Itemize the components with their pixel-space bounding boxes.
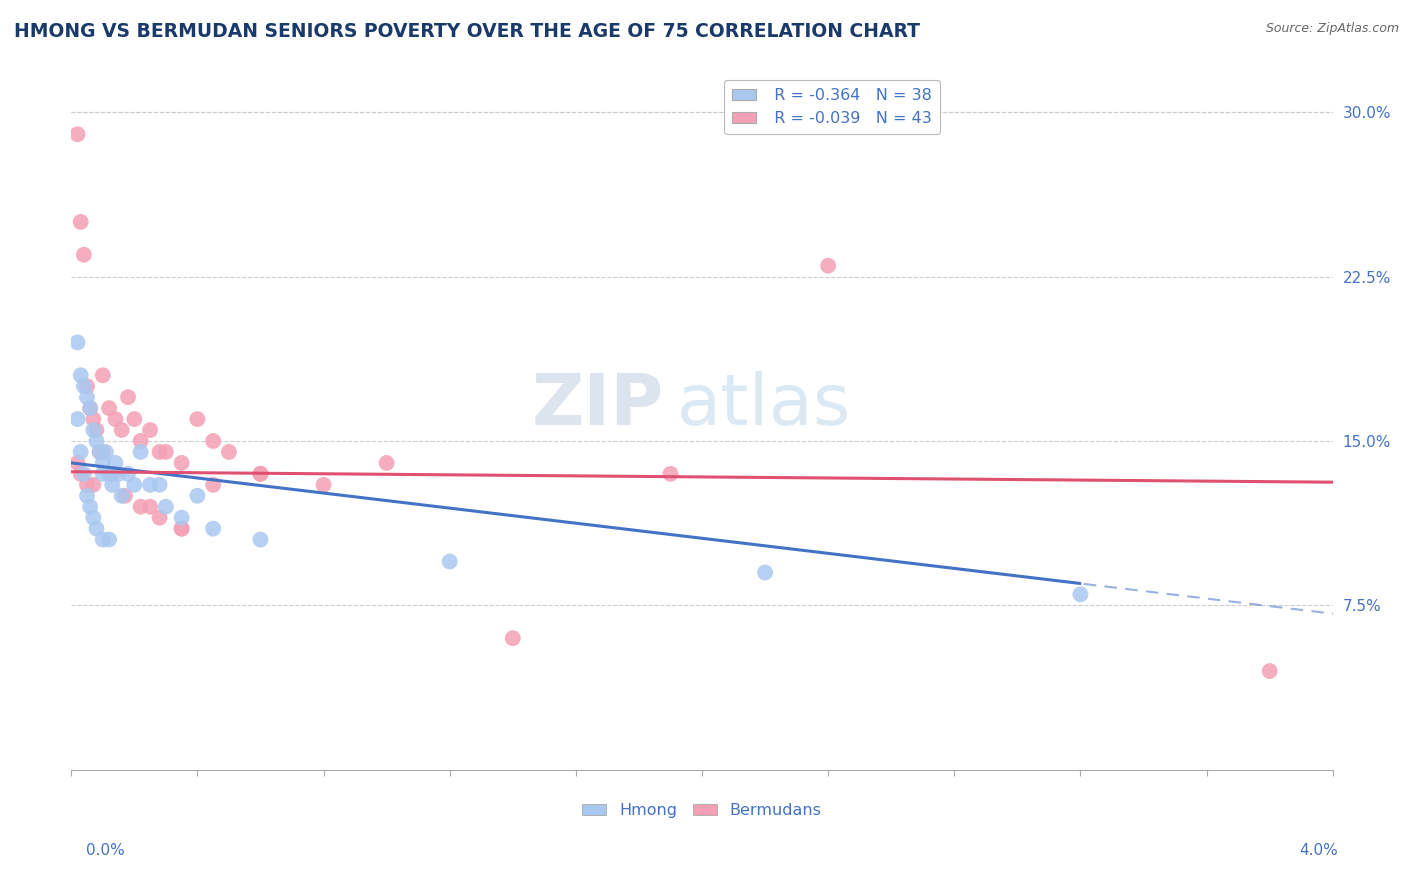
Point bbox=[129, 500, 152, 514]
Point bbox=[94, 445, 117, 459]
Point bbox=[170, 510, 193, 524]
Point bbox=[79, 500, 101, 514]
Point bbox=[76, 478, 98, 492]
Point bbox=[148, 510, 170, 524]
Point bbox=[101, 478, 124, 492]
Point bbox=[817, 259, 839, 273]
Point bbox=[91, 368, 114, 383]
Point bbox=[111, 423, 134, 437]
Text: HMONG VS BERMUDAN SENIORS POVERTY OVER THE AGE OF 75 CORRELATION CHART: HMONG VS BERMUDAN SENIORS POVERTY OVER T… bbox=[14, 22, 920, 41]
Point bbox=[91, 456, 114, 470]
Point bbox=[1258, 664, 1281, 678]
Point bbox=[82, 478, 104, 492]
Point bbox=[170, 522, 193, 536]
Point bbox=[202, 522, 225, 536]
Text: 0.0%: 0.0% bbox=[86, 843, 125, 858]
Point bbox=[186, 489, 208, 503]
Point bbox=[101, 467, 124, 481]
Point bbox=[69, 467, 91, 481]
Point bbox=[124, 412, 146, 426]
Point bbox=[82, 510, 104, 524]
Point bbox=[66, 412, 89, 426]
Point bbox=[117, 467, 139, 481]
Point bbox=[66, 335, 89, 350]
Text: 4.0%: 4.0% bbox=[1299, 843, 1339, 858]
Point bbox=[86, 522, 108, 536]
Point bbox=[76, 489, 98, 503]
Point bbox=[139, 423, 162, 437]
Point bbox=[155, 500, 177, 514]
Legend: Hmong, Bermudans: Hmong, Bermudans bbox=[576, 797, 828, 825]
Point bbox=[104, 456, 127, 470]
Point bbox=[502, 631, 524, 645]
Point bbox=[170, 522, 193, 536]
Point bbox=[129, 434, 152, 448]
Point bbox=[249, 467, 271, 481]
Point bbox=[312, 478, 335, 492]
Point bbox=[249, 467, 271, 481]
Point bbox=[375, 456, 398, 470]
Point bbox=[89, 445, 111, 459]
Point bbox=[82, 423, 104, 437]
Point bbox=[139, 500, 162, 514]
Point bbox=[79, 401, 101, 416]
Point bbox=[139, 478, 162, 492]
Text: ZIP: ZIP bbox=[531, 370, 664, 440]
Point bbox=[148, 445, 170, 459]
Point bbox=[66, 456, 89, 470]
Point bbox=[170, 456, 193, 470]
Text: atlas: atlas bbox=[676, 370, 851, 440]
Point bbox=[202, 434, 225, 448]
Point bbox=[104, 412, 127, 426]
Point bbox=[86, 434, 108, 448]
Point bbox=[91, 467, 114, 481]
Point bbox=[98, 401, 121, 416]
Point bbox=[659, 467, 682, 481]
Point bbox=[66, 128, 89, 142]
Point bbox=[754, 566, 776, 580]
Point bbox=[202, 478, 225, 492]
Point bbox=[98, 533, 121, 547]
Point bbox=[89, 445, 111, 459]
Point bbox=[69, 445, 91, 459]
Point bbox=[69, 215, 91, 229]
Point bbox=[76, 379, 98, 393]
Point bbox=[73, 379, 96, 393]
Point bbox=[124, 478, 146, 492]
Point bbox=[155, 445, 177, 459]
Point bbox=[73, 467, 96, 481]
Point bbox=[114, 489, 136, 503]
Point bbox=[76, 390, 98, 404]
Point bbox=[439, 554, 461, 568]
Point bbox=[91, 445, 114, 459]
Point bbox=[249, 533, 271, 547]
Point bbox=[79, 401, 101, 416]
Point bbox=[111, 489, 134, 503]
Point bbox=[91, 533, 114, 547]
Point bbox=[107, 467, 129, 481]
Point bbox=[218, 445, 240, 459]
Point bbox=[129, 445, 152, 459]
Point bbox=[86, 423, 108, 437]
Point bbox=[82, 412, 104, 426]
Point bbox=[73, 248, 96, 262]
Point bbox=[1069, 587, 1091, 601]
Point bbox=[148, 478, 170, 492]
Point bbox=[69, 368, 91, 383]
Point bbox=[98, 467, 121, 481]
Point bbox=[186, 412, 208, 426]
Text: Source: ZipAtlas.com: Source: ZipAtlas.com bbox=[1265, 22, 1399, 36]
Point bbox=[117, 390, 139, 404]
